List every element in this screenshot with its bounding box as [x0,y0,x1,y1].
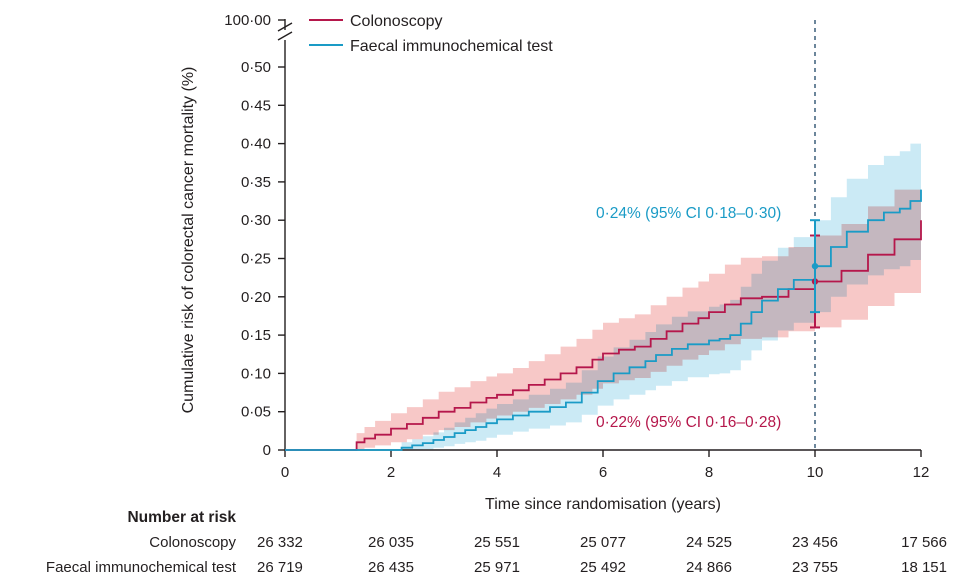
y-tick-label: 0·40 [241,136,271,153]
legend-label-colonoscopy: Colonoscopy [350,13,443,30]
x-tick-label: 0 [281,464,289,481]
risk-count-colonoscopy: 23 456 [792,534,838,551]
x-axis-title: Time since randomisation (years) [485,496,721,513]
axis-break-mark [277,31,293,41]
risk-count-fit: 26 719 [257,559,303,576]
series-line-colonoscopy [285,220,922,451]
y-tick-label: 0·35 [241,174,271,191]
axes: 100·00 0 0·05 0·10 0·15 0·20 0·25 0·30 0·35 0·40 0… [180,12,929,513]
x-tick-label: 12 [913,464,930,481]
series-lines [285,189,922,451]
axis-break-mark [277,22,293,32]
risk-count-fit: 24 866 [686,559,732,576]
legend: Colonoscopy Faecal immunochemical test [309,13,553,55]
risk-table-title: Number at risk [127,509,236,526]
ci-band-fit [285,135,921,450]
confidence-bands [285,135,921,450]
risk-count-colonoscopy: 25 077 [580,534,626,551]
annotations: 0·24% (95% CI 0·18–0·30) 0·22% (95% CI 0·… [596,205,781,431]
risk-count-fit: 25 492 [580,559,626,576]
risk-count-fit: 26 435 [368,559,414,576]
y-tick-label-break: 100·00 [224,12,271,29]
risk-count-fit: 25 971 [474,559,520,576]
risk-count-fit: 18 151 [901,559,947,576]
annotation-colonoscopy: 0·22% (95% CI 0·16–0·28) [596,414,781,431]
x-tick-label: 8 [705,464,713,481]
y-tick-label: 0·50 [241,59,271,76]
risk-count-colonoscopy: 17 566 [901,534,947,551]
y-tick-label: 0·05 [241,404,271,421]
x-tick-label: 6 [599,464,607,481]
x-tick-label: 4 [493,464,501,481]
risk-count-fit: 23 755 [792,559,838,576]
risk-row-label-fit: Faecal immunochemical test [46,559,237,576]
y-tick-label: 0·15 [241,327,271,344]
y-tick-label: 0 [263,442,271,459]
x-tick-label: 2 [387,464,395,481]
risk-count-colonoscopy: 25 551 [474,534,520,551]
y-tick-label: 0·20 [241,289,271,306]
risk-count-colonoscopy: 24 525 [686,534,732,551]
number-at-risk-table: Number at risk Colonoscopy 26 332 26 035 25 … [46,509,947,576]
y-tick-label: 0·45 [241,97,271,114]
y-axis-title: Cumulative risk of colorectal cancer mor… [180,67,197,414]
series-line-fit [285,189,922,451]
risk-row-label-colonoscopy: Colonoscopy [149,534,236,551]
y-tick-label: 0·30 [241,212,271,229]
x-tick-label: 10 [807,464,824,481]
point-estimate-fit [811,262,819,270]
annotation-fit: 0·24% (95% CI 0·18–0·30) [596,205,781,222]
risk-count-colonoscopy: 26 332 [257,534,303,551]
legend-label-fit: Faecal immunochemical test [350,38,553,55]
y-tick-label: 0·10 [241,365,271,382]
risk-count-colonoscopy: 26 035 [368,534,414,551]
error-bars [810,219,820,329]
y-tick-label: 0·25 [241,251,271,268]
